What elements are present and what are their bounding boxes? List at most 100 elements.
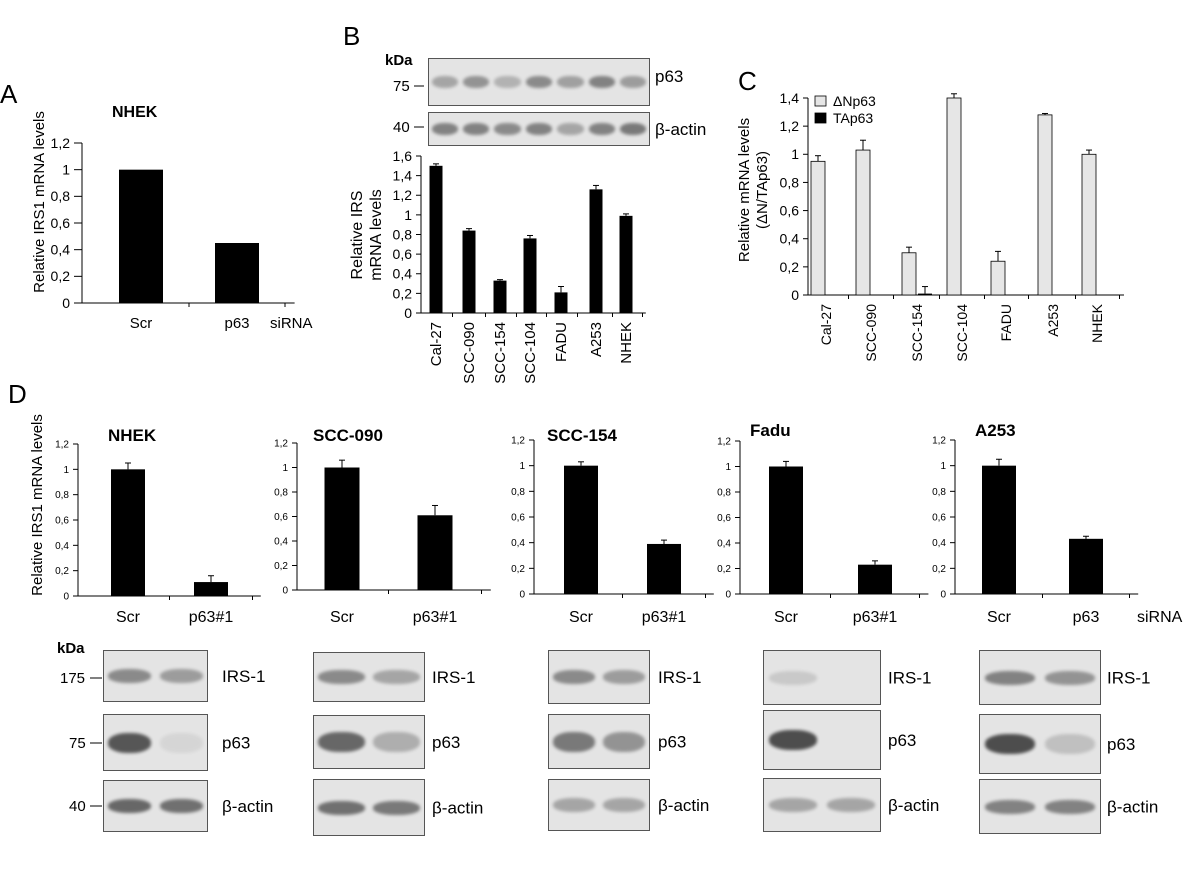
a-ytick-label: 0	[62, 295, 70, 311]
d2-ytick-label: 1,2	[274, 439, 288, 450]
c-xlabel: A253	[1045, 304, 1061, 337]
d2-ytick-label: 0,2	[274, 561, 288, 572]
d2-ytick-label: 0,8	[274, 488, 288, 499]
b-marker-75: 75	[393, 78, 410, 95]
blot-d2-p63	[313, 715, 425, 769]
blot-band	[588, 76, 616, 88]
blot-band	[984, 670, 1036, 685]
blot-band	[603, 731, 645, 752]
b-ytick-label: 1	[404, 207, 412, 223]
d4-title: Fadu	[750, 421, 791, 440]
blot-d3-p63	[548, 714, 650, 769]
blot-b-actin	[428, 112, 650, 146]
c-ytick-label: 0,4	[780, 231, 800, 247]
d3-ytick-label: 0,4	[511, 538, 525, 549]
d1-xlabel: p63#1	[189, 609, 234, 626]
d3-ytick-label: 0,2	[511, 564, 525, 575]
d3-xlabel: Scr	[569, 609, 594, 626]
d4-ytick-label: 0	[725, 590, 731, 601]
panel-label-d: D	[8, 379, 27, 409]
d4-ytick-label: 0,6	[717, 513, 731, 524]
c-bar-0	[946, 97, 962, 296]
blot-band	[588, 123, 616, 135]
c-bar-1	[918, 293, 932, 295]
c-ytick-label: 1,4	[780, 90, 800, 106]
b-bar	[554, 292, 568, 313]
b-protein-p63: p63	[655, 67, 683, 86]
d1-xlabel: Scr	[116, 609, 141, 626]
a-ylabel: Relative IRS1 mRNA levels	[31, 111, 48, 293]
legend-label-1: TAp63	[833, 110, 873, 126]
blot-band	[462, 76, 490, 88]
b-protein-actin: β-actin	[655, 120, 706, 139]
blot-band	[1044, 734, 1096, 754]
blot-d4-irs1	[763, 650, 881, 705]
b-marker-40: 40	[393, 119, 410, 136]
blot-band	[557, 123, 584, 135]
b-bar	[462, 230, 476, 313]
blot-band	[373, 800, 420, 815]
b-ytick-label: 0,4	[393, 266, 413, 282]
d4-bar	[858, 564, 892, 594]
b-xlabel: FADU	[553, 322, 570, 362]
d5-bar	[982, 465, 1016, 594]
c-xlabel: Cal-27	[818, 304, 834, 345]
d3-protein-label: p63	[658, 733, 686, 752]
c-bar-0	[901, 252, 917, 296]
blot-band	[984, 734, 1036, 754]
a-ytick-label: 1,2	[51, 135, 71, 151]
d2-ytick-label: 0,6	[274, 512, 288, 523]
blot-band	[603, 670, 645, 684]
b-bar	[429, 165, 443, 313]
b-ylabel-line2: mRNA levels	[368, 189, 385, 281]
blot-band	[984, 799, 1036, 814]
c-xlabel: SCC-154	[909, 304, 925, 362]
blot-band	[553, 731, 595, 752]
d4-xlabel: Scr	[774, 609, 799, 626]
d4-protein-label: p63	[888, 731, 916, 750]
d2-title: SCC-090	[313, 426, 383, 445]
blot-d1-p63	[103, 714, 208, 771]
b-xlabel: Cal-27	[428, 322, 445, 366]
blot-d3-actin	[548, 779, 650, 831]
d1-ytick-label: 1	[63, 465, 69, 476]
b-kda-label: kDa	[385, 52, 413, 69]
c-xlabel: SCC-090	[863, 304, 879, 362]
c-ytick-label: 1,2	[780, 118, 800, 134]
blot-d1-irs1	[103, 650, 208, 702]
charts-layer: 0 0,2 0,4 0,6 0,8 1 1,2 Scr p63 NHEK siRNA 0 0,2 0,4 0…	[29, 90, 1183, 626]
blot-band	[553, 798, 595, 812]
legend-swatch-1	[814, 112, 827, 124]
d2-protein-label: IRS-1	[432, 668, 475, 687]
a-ytick-label: 1	[62, 162, 70, 178]
d3-title: SCC-154	[547, 426, 617, 445]
blot-band	[1044, 670, 1096, 685]
blot-band	[557, 76, 584, 88]
blot-band	[373, 732, 420, 752]
a-bar	[215, 243, 259, 303]
b-ytick-label: 0,8	[393, 226, 413, 242]
b-ytick-label: 1,4	[393, 168, 413, 184]
c-xlabel: SCC-104	[954, 304, 970, 362]
a-ytick-label: 0,2	[51, 268, 71, 284]
d-ylabel: Relative IRS1 mRNA levels	[29, 414, 46, 596]
d5-ytick-label: 0,8	[932, 487, 946, 498]
blot-band	[603, 798, 645, 812]
c-ytick-label: 0,6	[780, 202, 800, 218]
d4-bar	[769, 466, 803, 594]
blot-band	[159, 732, 203, 753]
blot-band	[373, 670, 420, 684]
blot-band	[620, 76, 647, 88]
d2-ytick-label: 1	[282, 463, 288, 474]
c-ytick-label: 0,2	[780, 259, 800, 275]
d4-ytick-label: 0,4	[717, 539, 731, 550]
c-ytick-label: 1	[791, 146, 799, 162]
b-ytick-label: 0,2	[393, 285, 413, 301]
d3-bar	[564, 465, 598, 594]
a-ytick-label: 0,6	[51, 215, 71, 231]
d2-ytick-label: 0,4	[274, 537, 288, 548]
b-ylabel-line1: Relative IRS	[349, 191, 366, 280]
d1-ytick-label: 0,6	[55, 516, 69, 527]
d-blot-labels: IRS-1 p63 β-actin IRS-1 p63 β-actin IRS-1 p63 β-…	[222, 667, 1158, 818]
